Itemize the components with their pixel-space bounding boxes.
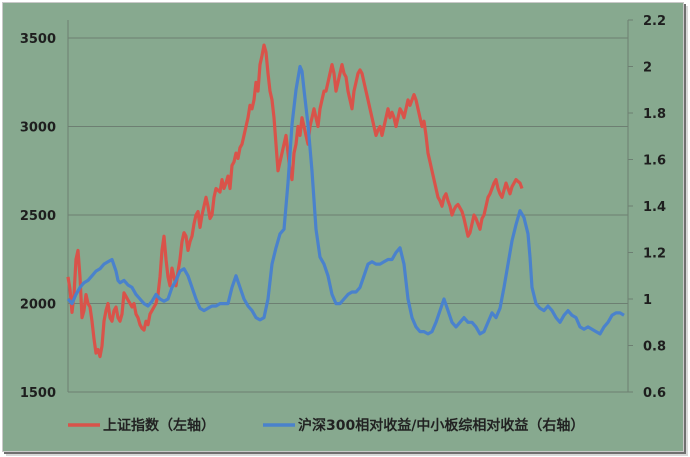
right-tick-label: 1 <box>643 293 652 308</box>
gridlines <box>68 37 628 304</box>
right-tick-label: 1.8 <box>643 107 666 122</box>
legend: 上证指数（左轴） 沪深300相对收益/中小板综相对收益（右轴） <box>68 417 584 434</box>
right-tick-label: 1.2 <box>643 247 666 262</box>
left-tick-label: 3000 <box>20 121 56 136</box>
left-tick-label: 3500 <box>20 32 56 47</box>
right-tick-label: 2 <box>643 61 652 76</box>
right-tick-label: 0.8 <box>643 340 666 355</box>
chart-frame <box>2 2 684 452</box>
left-tick-label: 2000 <box>20 298 56 313</box>
legend-label-shanghai: 上证指数（左轴） <box>103 417 215 434</box>
right-axis-ticks: 2.2 2 1.8 1.6 1.4 1.2 1 0.8 0.6 <box>628 14 666 401</box>
right-tick-label: 1.4 <box>643 200 666 215</box>
right-tick-label: 2.2 <box>643 14 666 29</box>
legend-label-relative-return: 沪深300相对收益/中小板综相对收益（右轴） <box>298 417 584 434</box>
right-tick-label: 1.6 <box>643 154 666 169</box>
left-tick-label: 2500 <box>20 209 56 224</box>
relative-return-line <box>66 64 625 336</box>
right-tick-label: 0.6 <box>643 386 666 401</box>
left-tick-label: 1500 <box>20 386 56 401</box>
shanghai-index-line <box>66 43 524 359</box>
left-axis-ticks: 3500 3000 2500 2000 1500 <box>20 32 56 401</box>
